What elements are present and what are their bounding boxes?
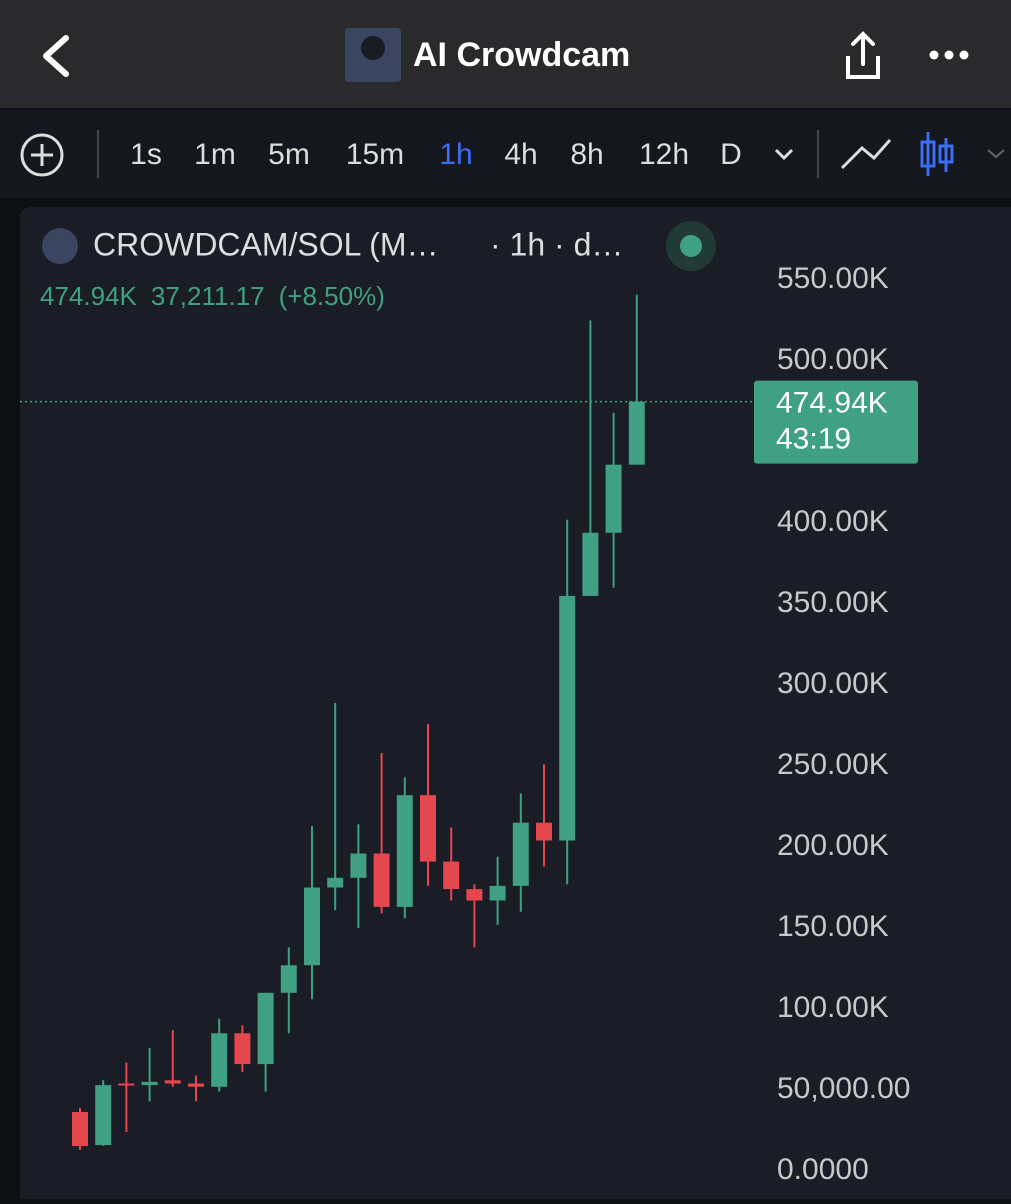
candle-body [536,822,552,841]
add-indicator-button[interactable] [20,133,64,177]
candle-body [164,1080,181,1084]
y-tick-label: 300.00K [777,667,889,700]
pair-avatar [42,228,78,264]
last-price-tag [754,380,918,464]
interval-button[interactable]: 1m [194,138,236,171]
status-dot [680,235,702,257]
avatar-figure [361,36,385,60]
candle-body [559,595,576,841]
candle-body [443,861,460,890]
interval-button[interactable]: 8h [570,138,603,171]
legend-value: 37,211.17 [151,281,265,311]
y-tick-label: 550.00K [777,262,889,295]
more-button[interactable] [929,50,969,60]
candle-body [512,822,529,886]
candle-body [420,795,436,862]
interval-button[interactable]: 5m [268,138,310,171]
y-tick-label: 50,000.00 [777,1072,910,1105]
top-bar [0,0,1011,108]
interval-button[interactable]: D [720,138,742,171]
interval-button[interactable]: 1h [439,138,472,171]
candle-body [234,1033,251,1065]
interval-dropdown[interactable] [774,148,794,161]
y-tick-label: 400.00K [777,505,889,538]
candle-body [373,853,390,907]
interval-list: 1s 1m 5m 15m 1h 4h 8h 12h D [130,138,742,171]
candle-chart-button[interactable] [920,132,954,176]
candle-body [489,885,506,901]
candle-body [582,532,599,596]
countdown-label: 43:19 [776,423,851,456]
interval-button[interactable]: 4h [504,138,537,171]
candle-body [72,1112,88,1147]
candle-body [396,795,413,907]
interval-button[interactable]: 12h [639,138,689,171]
y-tick-label: 500.00K [777,343,889,376]
share-button[interactable] [846,31,880,79]
toolbar [0,110,1011,198]
y-tick-label: 150.00K [777,910,889,943]
candle-body [466,889,483,901]
y-tick-label: 350.00K [777,586,889,619]
candle-body [118,1083,135,1086]
candle-body [304,887,320,966]
legend-value: (+8.50%) [279,281,385,311]
chart-type-dropdown[interactable] [987,149,1005,159]
y-tick-label: 0.0000 [777,1153,869,1186]
candle-body [327,877,344,888]
candle-body [257,992,274,1065]
candle-body [280,965,297,993]
pair-title: CROWDCAM/SOL (M… [93,226,438,262]
last-price-label: 474.94K [776,387,888,420]
screen-title: AI Crowdcam [413,36,630,74]
candle-body [141,1081,158,1086]
y-tick-label: 200.00K [777,829,889,862]
candle-body [211,1033,228,1087]
candle-body [605,464,622,533]
y-tick-label: 100.00K [777,991,889,1024]
line-chart-button[interactable] [840,139,892,170]
back-button[interactable] [43,35,69,77]
legend-value: 474.94K [40,281,138,311]
candle-body [350,853,367,878]
candle-body [95,1085,112,1146]
candle-body [628,401,645,465]
legend-values: 474.94K 37,211.17 (+8.50%) [40,281,385,311]
interval-button[interactable]: 1s [130,138,162,171]
pair-subtitle: · 1h · d… [490,226,623,262]
candle-body [188,1083,204,1087]
interval-button[interactable]: 15m [346,138,404,171]
y-tick-label: 250.00K [777,748,889,781]
